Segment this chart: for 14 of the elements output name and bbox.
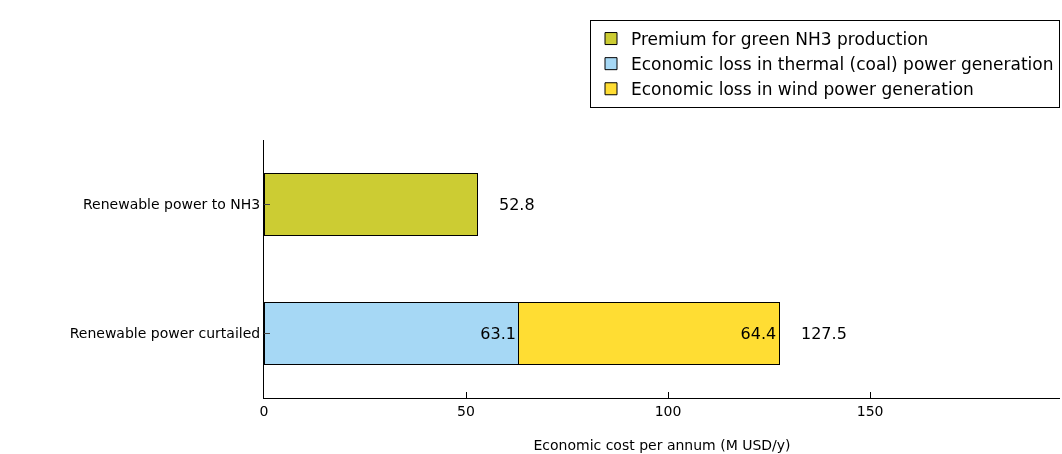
legend-label: Economic loss in thermal (coal) power generation bbox=[631, 54, 1054, 75]
y-tick-label: Renewable power curtailed bbox=[69, 325, 261, 342]
legend-label: Economic loss in wind power generation bbox=[631, 79, 974, 100]
total-label: 52.8 bbox=[499, 195, 535, 214]
data-label: 64.4 bbox=[740, 324, 777, 343]
x-axis-title: Economic cost per annum (M USD/y) bbox=[533, 437, 791, 453]
total-label: 127.5 bbox=[801, 324, 847, 343]
data-label: 63.1 bbox=[480, 324, 516, 343]
legend-label: Premium for green NH3 production bbox=[631, 29, 929, 50]
x-tick-label: 100 bbox=[654, 402, 682, 419]
x-tick-label: 50 bbox=[457, 402, 475, 419]
y-tick-label: Renewable power to NH3 bbox=[83, 196, 261, 213]
x-tick-label: 0 bbox=[259, 402, 269, 419]
x-tick-label: 150 bbox=[856, 402, 884, 419]
